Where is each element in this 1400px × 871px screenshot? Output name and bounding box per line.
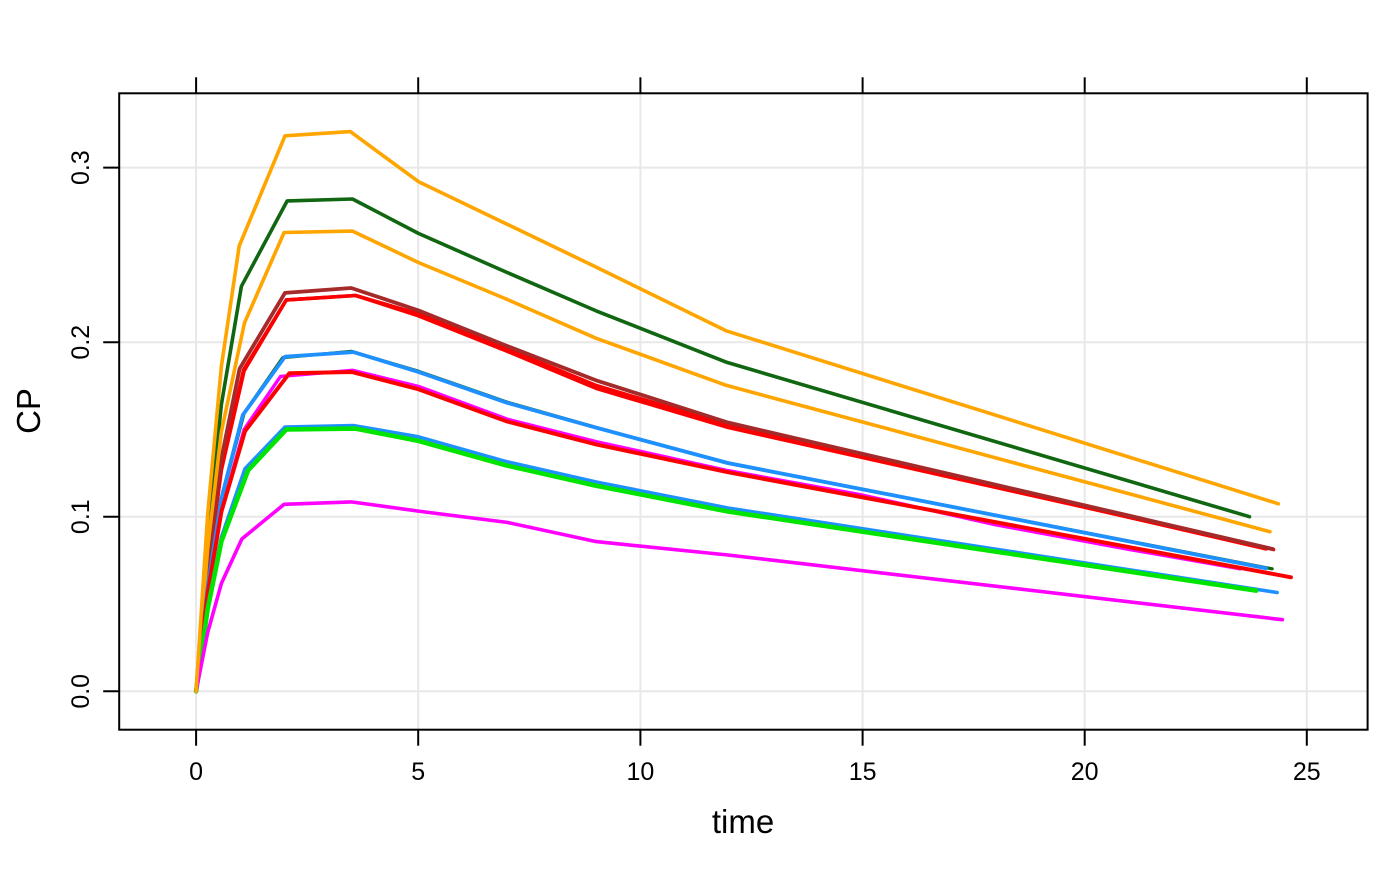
svg-text:0.0: 0.0 bbox=[67, 674, 95, 709]
svg-text:time: time bbox=[712, 803, 774, 840]
svg-text:0.1: 0.1 bbox=[67, 499, 95, 534]
svg-text:10: 10 bbox=[626, 758, 654, 786]
svg-text:0.3: 0.3 bbox=[67, 150, 95, 185]
svg-text:0.2: 0.2 bbox=[67, 325, 95, 360]
svg-text:15: 15 bbox=[849, 758, 877, 786]
svg-text:20: 20 bbox=[1071, 758, 1099, 786]
svg-text:CP: CP bbox=[10, 388, 47, 434]
svg-text:25: 25 bbox=[1293, 758, 1321, 786]
svg-text:0: 0 bbox=[189, 758, 203, 786]
svg-text:5: 5 bbox=[411, 758, 425, 786]
